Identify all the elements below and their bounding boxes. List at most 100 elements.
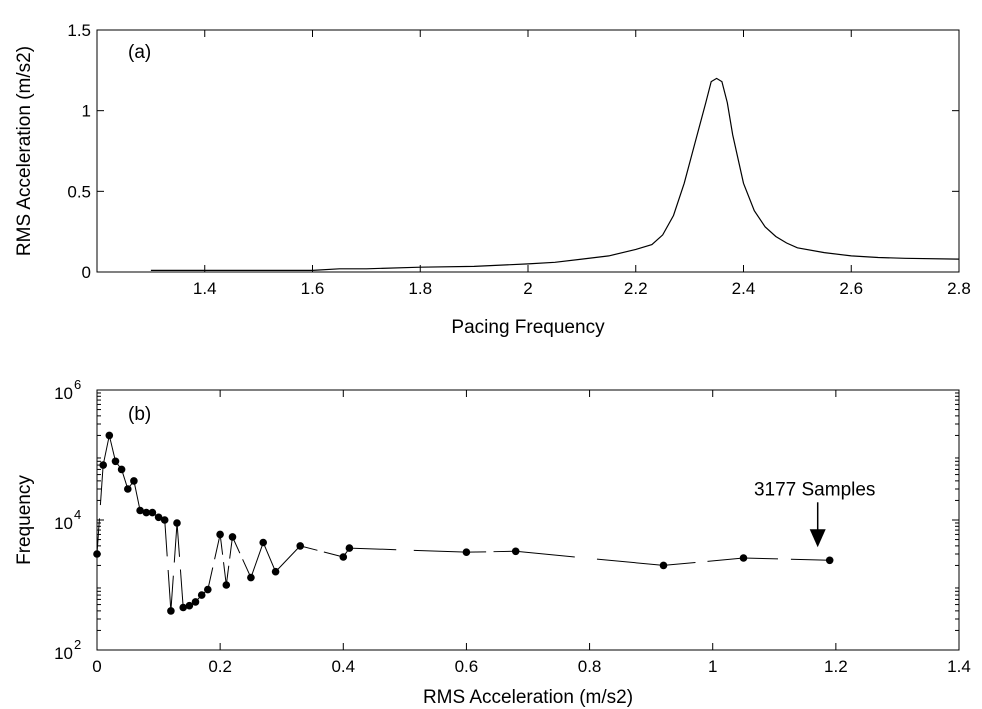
panel-b-point	[247, 573, 255, 582]
panel-a-y-tick-label: 1	[82, 102, 91, 121]
panel-b-segment	[413, 549, 467, 553]
panel-b-point	[345, 544, 354, 552]
panel-a-x-axis-label: Pacing Frequency	[451, 317, 605, 338]
panel-b-y-tick-exponent: 4	[74, 507, 81, 522]
tick-base: 10	[54, 644, 73, 663]
panel-b-point	[222, 581, 231, 589]
panel-a-x-tick-label: 2.2	[624, 279, 648, 298]
panel-b-segment	[99, 465, 104, 506]
panel-b-segment	[179, 569, 184, 608]
panel-b-point	[142, 508, 151, 517]
panel-b-point	[197, 591, 206, 599]
tick-base: 10	[54, 514, 73, 533]
panel-b-segment	[743, 557, 778, 560]
panel-b-point	[93, 550, 101, 558]
panel-a-x-tick-label: 2.4	[732, 279, 756, 298]
panel-b-point	[99, 461, 107, 469]
panel-b-segment	[223, 562, 227, 586]
panel-b-x-tick-label: 1	[708, 657, 717, 676]
panel-b-x-tick-label: 1.4	[947, 657, 971, 676]
panel-b-y-tick-label: 10	[54, 514, 73, 533]
panel-b-y-tick-label: 10	[54, 644, 73, 663]
panel-b-point	[117, 465, 126, 474]
panel-b-segment	[170, 575, 174, 611]
panel-b-segment	[275, 545, 301, 573]
panel-b-point	[154, 513, 163, 522]
panel-b-point	[105, 431, 114, 440]
panel-a-x-tick-label: 1.8	[408, 279, 432, 298]
panel-a: 1.4 1.6 1.8 2 2.2 2.4 2.6 2.8 0 0.5 1 1.5 (a) Pacin…	[14, 21, 971, 338]
panel-b-annotation: 3177 Samples	[754, 479, 875, 548]
panel-b-x-tick-label: 0.2	[208, 657, 232, 676]
panel-b-dashed-line	[96, 435, 830, 611]
panel-b-point	[111, 457, 120, 466]
panel-a-y-tick-label: 0	[82, 263, 91, 282]
panel-a-label: (a)	[128, 42, 151, 63]
panel-a-y-tick-label: 1.5	[67, 21, 91, 40]
panel-a-y-tick-label: 0.5	[67, 182, 91, 201]
panel-b-point	[124, 485, 132, 493]
panel-b-point	[271, 567, 280, 576]
panel-b-point	[259, 538, 268, 547]
panel-b-plot-area	[96, 389, 960, 651]
panel-b-segment	[176, 522, 181, 557]
panel-a-series-line	[150, 77, 960, 271]
panel-b-point	[179, 603, 187, 612]
panel-b-point	[204, 585, 212, 594]
panel-b-x-tick-label: 0	[92, 657, 101, 676]
panel-a-x-tick-label: 1.6	[301, 279, 325, 298]
panel-b-point	[739, 554, 748, 562]
panel-b-segment	[96, 518, 100, 555]
panel-b-y-axis-label: Frequency	[14, 475, 35, 565]
panel-a-plot-area	[96, 29, 960, 273]
panel-b-point	[825, 556, 834, 565]
panel-b-point	[296, 542, 305, 550]
panel-b-point	[148, 508, 157, 517]
panel-a-x-tick-label: 2	[523, 279, 532, 298]
panel-b-x-tick-label: 0.4	[331, 657, 355, 676]
panel-b-point	[173, 519, 181, 527]
panel-b-label: (b)	[128, 404, 151, 425]
panel-b-y-tick-exponent: 6	[74, 377, 81, 392]
panel-b-segment	[349, 547, 397, 551]
panel-b-segment	[108, 435, 116, 462]
panel-b-point	[136, 506, 144, 515]
panel-b-point	[191, 598, 200, 606]
panel-a-x-tick-label: 2.6	[839, 279, 863, 298]
panel-b-x-tick-label: 1.2	[824, 657, 848, 676]
panel-b-point	[228, 533, 237, 541]
panel-b-segment	[250, 542, 264, 578]
panel-b-segment	[596, 558, 664, 566]
panel-b-segment	[515, 550, 575, 558]
panel-a-ticks: 1.4 1.6 1.8 2 2.2 2.4 2.6 2.8 0 0.5 1 1.5	[67, 21, 970, 298]
panel-b-segment	[707, 557, 744, 562]
panel-a-x-tick-label: 2.8	[947, 279, 971, 298]
panel-b-point	[185, 601, 194, 610]
panel-b-x-axis-label: RMS Acceleration (m/s2)	[423, 687, 633, 708]
panel-b-segment	[167, 569, 172, 611]
panel-b-segment	[173, 522, 178, 563]
panel-b-point	[167, 607, 175, 615]
panel-b-point	[130, 477, 138, 485]
annotation-text: 3177 Samples	[754, 479, 875, 500]
panel-b-point	[216, 530, 224, 539]
panel-b-segment	[790, 558, 830, 561]
panel-b-segment	[102, 435, 110, 466]
panel-b-point	[659, 561, 668, 570]
panel-b-x-tick-label: 0.6	[455, 657, 479, 676]
panel-b-point	[339, 553, 348, 561]
panel-b-segment	[663, 561, 696, 566]
panel-b-segment	[133, 480, 141, 511]
panel-b-x-tick-label: 0.8	[578, 657, 602, 676]
panel-b-segment	[164, 519, 168, 557]
tick-base: 10	[54, 384, 73, 403]
panel-b-point	[160, 516, 169, 524]
panel-a-x-tick-label: 1.4	[193, 279, 217, 298]
panel-b-point	[462, 548, 471, 556]
panel-b-point	[511, 547, 520, 556]
panel-b-y-tick-exponent: 2	[74, 637, 81, 652]
panel-b-segment	[214, 534, 221, 560]
